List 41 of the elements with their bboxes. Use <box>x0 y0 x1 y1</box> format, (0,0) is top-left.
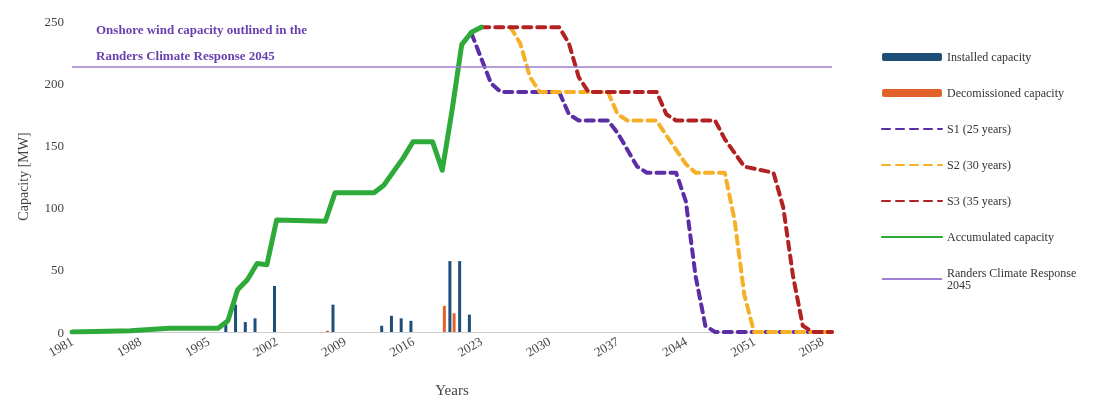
y-tick-label: 50 <box>51 262 64 278</box>
y-tick-label: 250 <box>44 13 64 29</box>
legend-label: Randers Climate Response 2045 <box>947 266 1080 292</box>
y-tick-label: 200 <box>44 75 64 91</box>
annotation: Onshore wind capacity outlined in the Randers Climate Response 2045 <box>96 21 311 63</box>
x-tick-label: 2009 <box>318 333 349 360</box>
x-tick-label: 2058 <box>796 333 827 360</box>
y-tick-label: 100 <box>44 200 64 216</box>
x-tick-label: 2023 <box>454 333 485 360</box>
bar <box>442 305 446 332</box>
x-tick-label: 2051 <box>727 333 758 360</box>
legend-label: Accumulated capacity <box>947 230 1054 244</box>
bar <box>399 318 403 332</box>
bar <box>380 325 384 332</box>
y-tick-label: 0 <box>57 324 64 340</box>
legend-label: S1 (25 years) <box>947 122 1011 136</box>
x-tick-label: 2030 <box>523 333 554 360</box>
bar <box>467 314 471 332</box>
x-tick-label: 1995 <box>182 333 213 360</box>
legend-label: Decomissioned capacity <box>947 86 1064 100</box>
x-tick-label: 1988 <box>113 333 144 360</box>
legend-label: S3 (35 years) <box>947 194 1011 208</box>
bar <box>389 315 393 332</box>
bar <box>409 320 413 332</box>
bar <box>253 318 257 332</box>
bar <box>448 261 452 332</box>
bar <box>243 322 247 332</box>
y-tick-label: 150 <box>44 137 64 153</box>
bar <box>452 313 456 332</box>
x-tick-label: 2002 <box>250 333 281 360</box>
bar <box>273 285 277 332</box>
y-axis-title: Capacity [MW] <box>15 132 31 221</box>
x-tick-label: 2016 <box>386 333 418 360</box>
x-tick-label: 2044 <box>659 333 691 360</box>
bar <box>458 261 462 332</box>
legend-label: S2 (30 years) <box>947 158 1011 172</box>
bar <box>234 304 238 332</box>
x-tick-label: 2037 <box>591 333 622 360</box>
bar <box>331 304 335 332</box>
legend-label: Installed capacity <box>947 50 1032 64</box>
x-axis-title: Years <box>435 381 469 398</box>
